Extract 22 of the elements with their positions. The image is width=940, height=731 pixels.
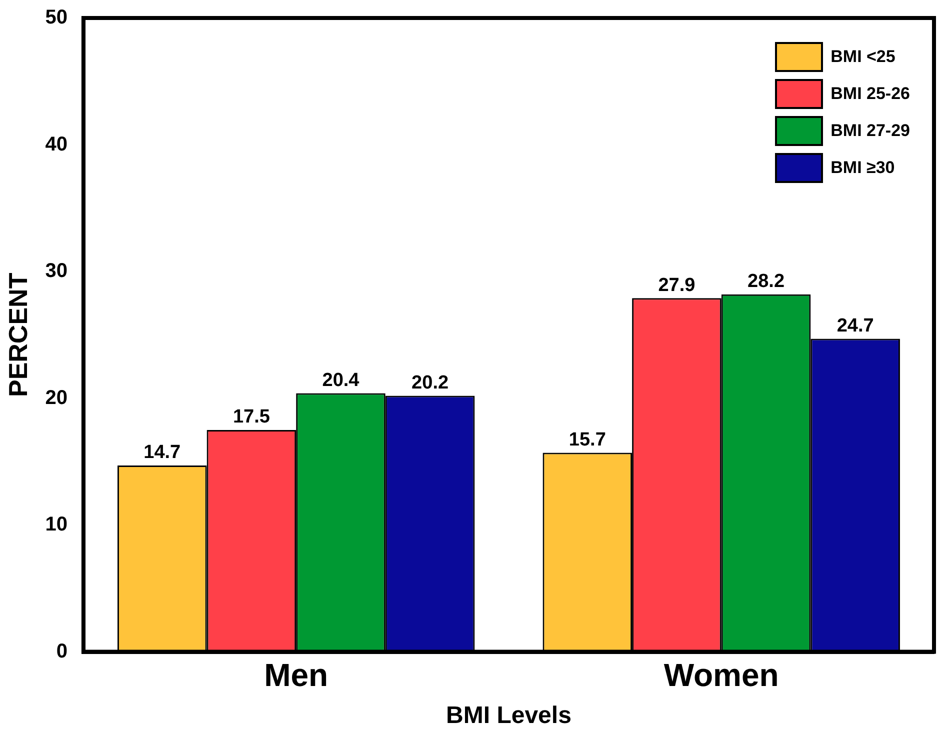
y-tick-label: 40 (45, 133, 68, 156)
data-label: 14.7 (144, 442, 181, 464)
y-axis-title: PERCENT (2, 272, 33, 398)
y-tick-label: 30 (45, 260, 68, 282)
data-label: 20.2 (412, 372, 449, 394)
data-label: 15.7 (568, 430, 606, 451)
x-tick-label: Women (664, 656, 779, 693)
x-axis-title: BMI Levels (446, 702, 572, 730)
data-label: 17.5 (232, 406, 270, 428)
y-tick-label: 0 (56, 640, 68, 662)
data-label: 20.4 (322, 370, 360, 391)
x-tick-label: Men (264, 656, 328, 693)
y-tick-label: 50 (45, 6, 68, 29)
legend-label: BMI <25 (830, 46, 896, 66)
legend-label: BMI 25-26 (830, 84, 910, 104)
data-label: 27.9 (658, 274, 696, 296)
legend-label: BMI ≥30 (830, 158, 895, 178)
data-label: 24.7 (836, 315, 874, 336)
y-tick-label: 10 (45, 514, 68, 536)
y-tick-label: 20 (45, 386, 68, 409)
legend-label: BMI 27-29 (830, 120, 910, 140)
data-label: 28.2 (748, 271, 785, 292)
